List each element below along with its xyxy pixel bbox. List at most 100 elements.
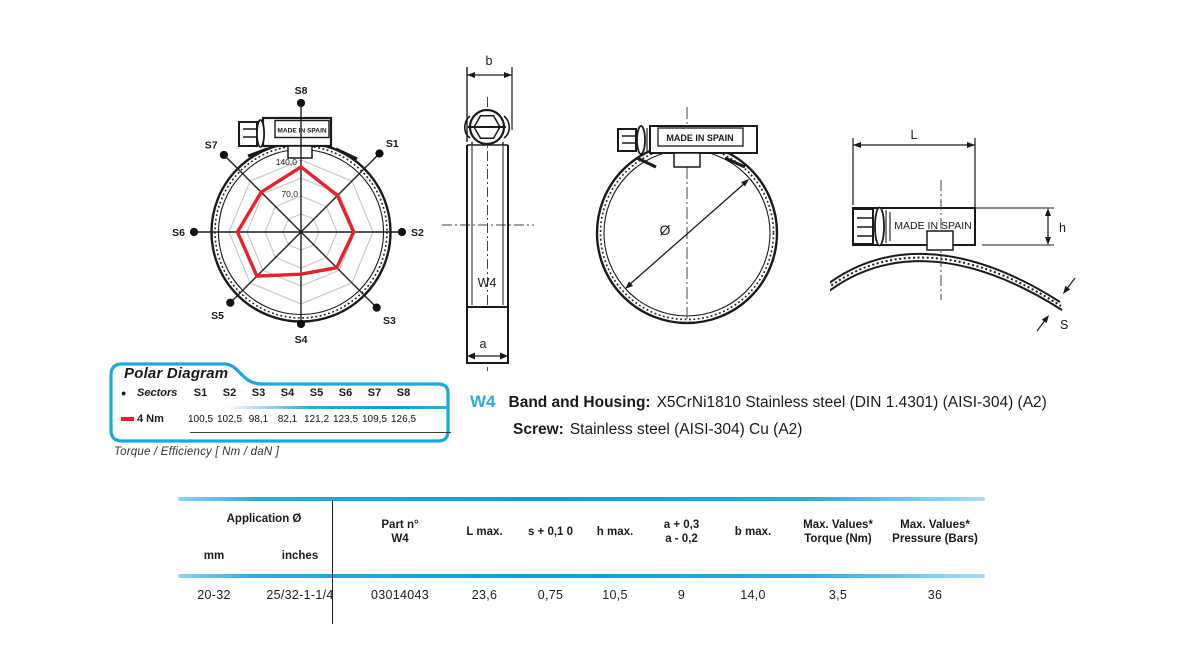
- description-text: X5CrNi1810 Stainless steel (DIN 1.4301) …: [656, 394, 1047, 411]
- screw-head: [617, 128, 637, 152]
- sector-label: S7: [367, 387, 382, 399]
- radar-axis: [229, 231, 302, 304]
- sector-axis-label: S4: [295, 334, 308, 346]
- series-line-icon: [121, 417, 137, 421]
- sector-value: 102,5: [216, 413, 243, 425]
- dim-l-label: L: [911, 128, 918, 142]
- column-header-torque: Max. Values* Torque (Nm): [803, 518, 873, 545]
- front-view-drawing: b W4 a: [442, 54, 534, 371]
- sector-label: S8: [396, 387, 411, 399]
- sectors-label: Sectors: [137, 387, 178, 399]
- radar-series-polygon: [235, 164, 356, 278]
- sector-axis-label: S3: [383, 315, 396, 327]
- ring-label-70: 70,0: [281, 189, 298, 199]
- column-header-hmax: h max.: [596, 525, 634, 538]
- diameter-arrow: [628, 182, 746, 286]
- cell-s: 0,75: [537, 587, 564, 602]
- legend-box: Polar Diagram ● Sectors S1 S2 S3 S4 S5 S…: [108, 360, 456, 472]
- chart-caption: Torque / Efficiency [ Nm / daN ]: [114, 446, 280, 458]
- series-dot-icon: ●: [121, 388, 127, 398]
- dim-a-label: a: [480, 337, 487, 351]
- band-strip: [466, 145, 509, 307]
- sector-axis-label: S6: [172, 227, 185, 239]
- legend-header-row: ● Sectors S1 S2 S3 S4 S5 S6 S7 S8: [108, 387, 418, 399]
- sector-label: S3: [251, 387, 266, 399]
- table-mid-rule: [178, 574, 985, 578]
- table-top-rule: [178, 497, 985, 501]
- sector-value: 121,2: [303, 413, 330, 425]
- legend-divider: [226, 406, 449, 409]
- legend-border: [109, 362, 450, 443]
- column-header-lmax: L max.: [466, 525, 503, 538]
- made-in-spain-label: MADE IN SPAIN: [277, 128, 327, 135]
- cell-pressure: 36: [927, 587, 943, 602]
- table-row: 20-32 25/32-1-1/4 03014043 23,6 0,75 10,…: [178, 578, 985, 611]
- dim-h-label: h: [1059, 221, 1066, 235]
- diameter-view-drawing: MADE IN SPAIN Ø: [595, 107, 779, 325]
- sector-label: S6: [338, 387, 353, 399]
- cell-torque: 3,5: [828, 587, 848, 602]
- diameter-symbol: Ø: [660, 222, 671, 238]
- legend-bottom-rule: [190, 431, 451, 433]
- sector-label: S5: [309, 387, 324, 399]
- radar-axis-dot: [375, 149, 384, 158]
- spec-table: Application Ø mm inches Part n° W4 L max.…: [178, 497, 985, 627]
- band-type-label: W4: [478, 276, 497, 290]
- description-label: Band and Housing:: [508, 394, 651, 411]
- legend-series-row: 4 Nm 100,5 102,5 98,1 82,1 121,2 123,5 1…: [108, 413, 418, 425]
- ring-label-140: 140,0: [276, 157, 298, 167]
- sector-value: 126,5: [390, 413, 417, 425]
- dim-s-label: S: [1060, 318, 1068, 332]
- radar-axis: [300, 153, 380, 233]
- sector-label: S1: [193, 387, 208, 399]
- radar-axis: [223, 154, 302, 233]
- column-header-s: s + 0,1 0: [527, 525, 574, 538]
- sector-value: 109,5: [361, 413, 388, 425]
- description-text: Stainless steel (AISI-304) Cu (A2): [569, 421, 803, 438]
- description-line: W4 Band and Housing: X5CrNi1810 Stainles…: [470, 392, 1130, 412]
- cell-bmax: 14,0: [740, 587, 766, 602]
- table-vertical-divider: [332, 500, 334, 624]
- sector-value: 123,5: [332, 413, 359, 425]
- cell-part: 03014043: [370, 587, 429, 602]
- housing-detail-drawing: L MADE IN SPAIN h S: [830, 128, 1076, 332]
- cell-lmax: 23,6: [471, 587, 498, 602]
- column-header-inches: inches: [281, 549, 319, 562]
- legend-title: Polar Diagram: [124, 365, 229, 382]
- column-header-pressure: Max. Values* Pressure (Bars): [892, 518, 978, 545]
- made-in-spain-label: MADE IN SPAIN: [666, 133, 733, 143]
- sector-axis-label: S5: [211, 310, 224, 322]
- sector-value: 82,1: [277, 413, 298, 425]
- radar-axis-dot: [296, 319, 306, 329]
- clamp-band-perforations: [599, 145, 775, 321]
- table-header: Application Ø mm inches Part n° W4 L max.…: [178, 501, 985, 574]
- cell-mm: 20-32: [197, 587, 231, 602]
- sector-value: 100,5: [187, 413, 214, 425]
- column-header-a: a + 0,3 a - 0,2: [663, 518, 700, 545]
- radar-axis-dot: [189, 227, 199, 237]
- sector-label: S4: [280, 387, 295, 399]
- radar-axis-dot: [397, 227, 407, 237]
- dim-b-label: b: [486, 54, 493, 68]
- radar-axis-dot: [296, 98, 306, 108]
- column-header-mm: mm: [203, 549, 225, 562]
- description-label: Screw:: [513, 421, 564, 438]
- radar-axis-dot: [219, 150, 229, 160]
- sector-axis-label: S2: [411, 227, 424, 239]
- series-name: 4 Nm: [137, 413, 164, 425]
- band-end-left: [247, 147, 268, 158]
- made-in-spain-label: MADE IN SPAIN: [894, 220, 971, 232]
- band-upper-edge: [830, 252, 1061, 303]
- band-lower-edge: [830, 260, 1063, 311]
- polar-diagram: MADE IN SPAIN S1 S2 S3 S4 S5 S6 S7 S8 140,0 70,…: [172, 85, 424, 346]
- column-header-bmax: b max.: [734, 525, 772, 538]
- screw-head: [238, 121, 258, 147]
- band-end-right: [335, 147, 358, 161]
- sector-label: S2: [222, 387, 237, 399]
- column-header-part: Part n° W4: [381, 518, 419, 545]
- band-slot: [287, 145, 313, 159]
- description-line: Screw: Stainless steel (AISI-304) Cu (A2…: [513, 421, 1130, 439]
- sector-axis-label: S7: [205, 140, 218, 152]
- sector-value: 98,1: [248, 413, 269, 425]
